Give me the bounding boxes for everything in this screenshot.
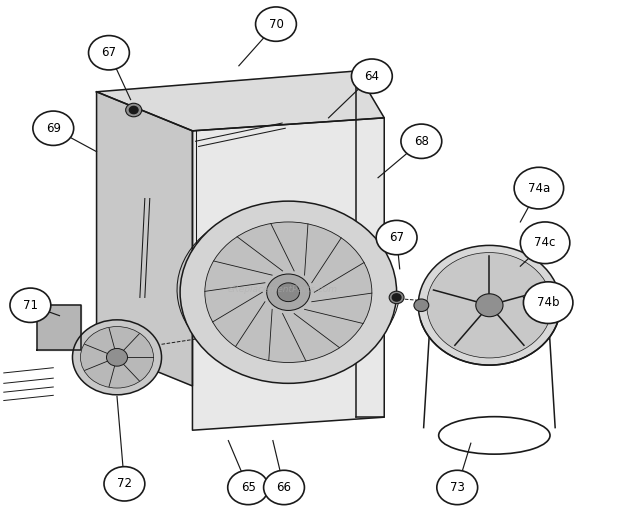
Text: 74c: 74c [534,236,556,250]
Circle shape [376,220,417,255]
Polygon shape [37,305,81,350]
Circle shape [418,245,560,365]
Text: 68: 68 [414,135,429,148]
Circle shape [476,294,503,317]
Circle shape [33,111,74,146]
Circle shape [514,167,564,209]
Circle shape [414,299,429,312]
Circle shape [180,201,397,383]
Circle shape [81,327,154,388]
Text: 64: 64 [365,69,379,82]
Polygon shape [97,92,192,386]
Circle shape [89,35,130,70]
Circle shape [427,253,552,358]
Circle shape [520,222,570,264]
Circle shape [107,349,128,366]
Circle shape [73,320,162,395]
Circle shape [389,291,404,304]
Text: 69: 69 [46,122,61,135]
Text: 74b: 74b [537,296,559,309]
Text: 66: 66 [277,481,291,494]
Text: 73: 73 [450,481,464,494]
Circle shape [401,124,442,159]
Text: eReplacementParts.com: eReplacementParts.com [227,285,337,294]
Text: 74a: 74a [528,182,550,195]
Text: 67: 67 [102,46,117,60]
Polygon shape [99,345,137,373]
Circle shape [352,59,392,93]
Text: 71: 71 [23,299,38,312]
Circle shape [205,222,372,362]
Circle shape [523,282,573,324]
Text: 67: 67 [389,231,404,244]
Circle shape [437,470,477,505]
Circle shape [104,467,145,501]
Circle shape [392,294,401,301]
Circle shape [264,470,304,505]
Circle shape [130,106,138,114]
Circle shape [126,103,142,117]
Circle shape [267,274,310,311]
Circle shape [255,7,296,41]
Circle shape [277,283,299,302]
Text: 72: 72 [117,477,132,490]
Polygon shape [97,71,384,131]
Circle shape [131,108,137,113]
Text: 70: 70 [268,18,283,31]
Polygon shape [192,118,384,430]
Circle shape [10,288,51,323]
Text: 65: 65 [241,481,255,494]
Circle shape [228,470,268,505]
